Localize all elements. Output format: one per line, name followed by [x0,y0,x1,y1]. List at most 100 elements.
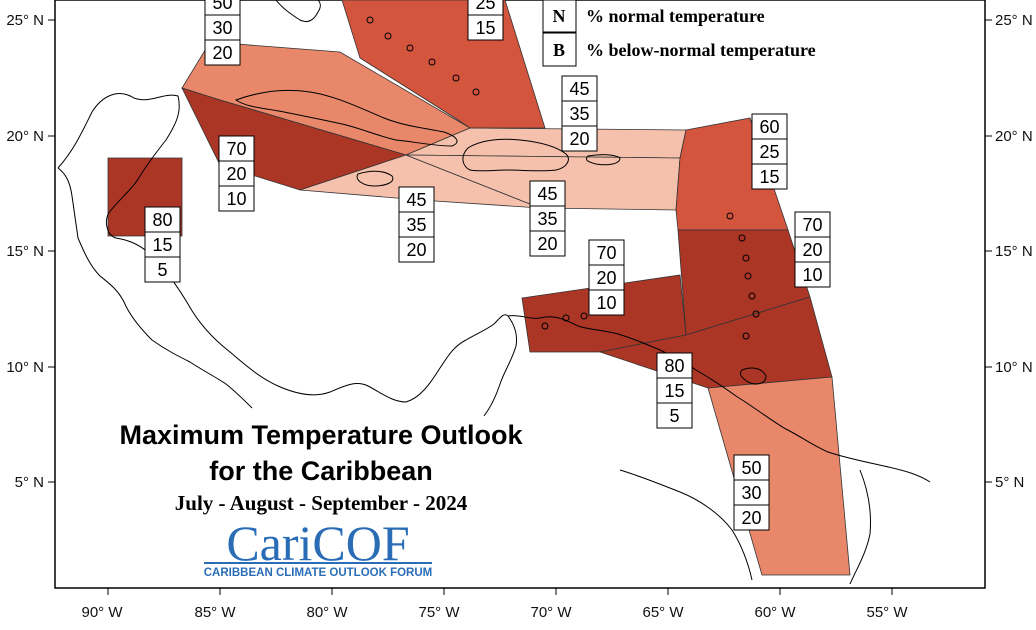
logo-wordmark: CariCOF [226,515,409,571]
y-axis-labels-right: 25° N 20° N 15° N 10° N 5° N [995,12,1033,491]
probability-value: 15 [664,381,684,401]
probability-cell [529,205,566,232]
legend-label-below: % below-normal temperature [586,40,816,60]
probability-cell [204,39,241,66]
probability-value: 5 [157,260,167,280]
y-tick-label: 10° N [995,359,1033,376]
probability-value: 20 [596,268,616,288]
probability-cell [751,138,788,165]
probability-cell [204,14,241,41]
x-tick-label: 70° W [530,604,572,621]
probability-value: 15 [759,167,779,187]
probability-value: 20 [569,129,589,149]
probability-cell [656,402,693,429]
probability-value: 20 [226,164,246,184]
probability-value: 80 [152,210,172,230]
probability-cell [733,504,770,531]
probability-value: 70 [596,243,616,263]
probability-cell [529,230,566,257]
x-tick-label: 65° W [642,604,684,621]
probability-cell [218,185,255,212]
title-block: Maximum Temperature Outlook for the Cari… [119,420,523,515]
probability-box-belize: 80 15 5 [144,206,181,283]
y-tick-label: 10° N [6,359,44,376]
legend-key-box [542,32,577,67]
y-axis-labels-left: 25° N 20° N 15° N 10° N 5° N [6,12,44,491]
probability-value: 20 [406,240,426,260]
y-tick-label: 25° N [6,12,44,29]
axis-ticks [48,19,992,595]
x-tick-label: 85° W [194,604,236,621]
x-tick-label: 90° W [81,604,123,621]
legend: N % normal temperature B % below-normal … [542,0,816,67]
probability-box-hispaniola-north: 45 35 20 [561,75,598,152]
x-tick-label: 55° W [866,604,908,621]
logo-tagline: CARIBBEAN CLIMATE OUTLOOK FORUM [204,567,433,579]
x-tick-label: 80° W [306,604,348,621]
probability-value: 20 [537,234,557,254]
probability-cell [398,236,435,263]
probability-cell [794,236,831,263]
probability-box-abc-islands: 70 20 10 [588,239,625,316]
probability-value: 45 [569,79,589,99]
probability-value: 25 [475,0,495,13]
probability-box-hispaniola: 45 35 20 [529,180,566,257]
probability-cell [398,186,435,213]
legend-key-box [542,0,577,33]
probability-cell [561,75,598,102]
y-tick-label: 15° N [995,243,1033,260]
probability-cell [529,180,566,207]
probability-cell [751,163,788,190]
probability-box-jamaica: 45 35 20 [398,186,435,263]
probability-value: 50 [212,0,232,13]
probability-cell [561,125,598,152]
probability-cell [144,256,181,283]
probability-value: 50 [741,458,761,478]
probability-cell [561,100,598,127]
probability-value: 5 [669,406,679,426]
probability-value: 45 [537,184,557,204]
probability-box-bahamas-west: 50 30 20 [204,0,241,66]
probability-box-trinidad: 80 15 5 [656,352,693,429]
probability-value: 15 [475,18,495,38]
legend-key-normal: N [553,6,566,26]
probability-value: 70 [226,139,246,159]
legend-key-below: B [553,40,565,60]
probability-boxes: 5030202515702010801554535204535204535206… [144,0,831,531]
probability-cell [733,454,770,481]
legend-label-normal: % normal temperature [586,6,765,26]
probability-value: 20 [212,43,232,63]
probability-value: 25 [759,142,779,162]
y-tick-label: 5° N [15,474,44,491]
probability-value: 20 [802,240,822,260]
probability-cell [218,160,255,187]
coastlines [57,0,931,585]
probability-cell [467,14,504,41]
probability-value: 20 [741,508,761,528]
map-title-line2: for the Caribbean [209,456,433,486]
probability-value: 10 [596,293,616,313]
probability-value: 35 [569,104,589,124]
probability-box-cuba-west: 70 20 10 [218,135,255,212]
y-tick-label: 15° N [6,243,44,260]
y-tick-label: 5° N [995,474,1024,491]
probability-box-guianas: 50 30 20 [733,454,770,531]
probability-cell [588,289,625,316]
probability-value: 60 [759,117,779,137]
probability-cell [751,113,788,140]
probability-cell [733,479,770,506]
caricof-logo: CariCOF CARIBBEAN CLIMATE OUTLOOK FORUM [204,515,433,579]
probability-value: 70 [802,215,822,235]
probability-value: 35 [406,215,426,235]
y-tick-label: 20° N [995,128,1033,145]
x-axis-labels: 90° W 85° W 80° W 75° W 70° W 65° W 60° … [81,604,908,621]
probability-box-windward-islands: 70 20 10 [794,211,831,288]
x-tick-label: 60° W [754,604,796,621]
probability-value: 80 [664,356,684,376]
probability-value: 10 [802,265,822,285]
probability-box-leeward-islands: 60 25 15 [751,113,788,190]
probability-cell [656,352,693,379]
map-title-line1: Maximum Temperature Outlook [119,420,523,450]
probability-cell [656,377,693,404]
